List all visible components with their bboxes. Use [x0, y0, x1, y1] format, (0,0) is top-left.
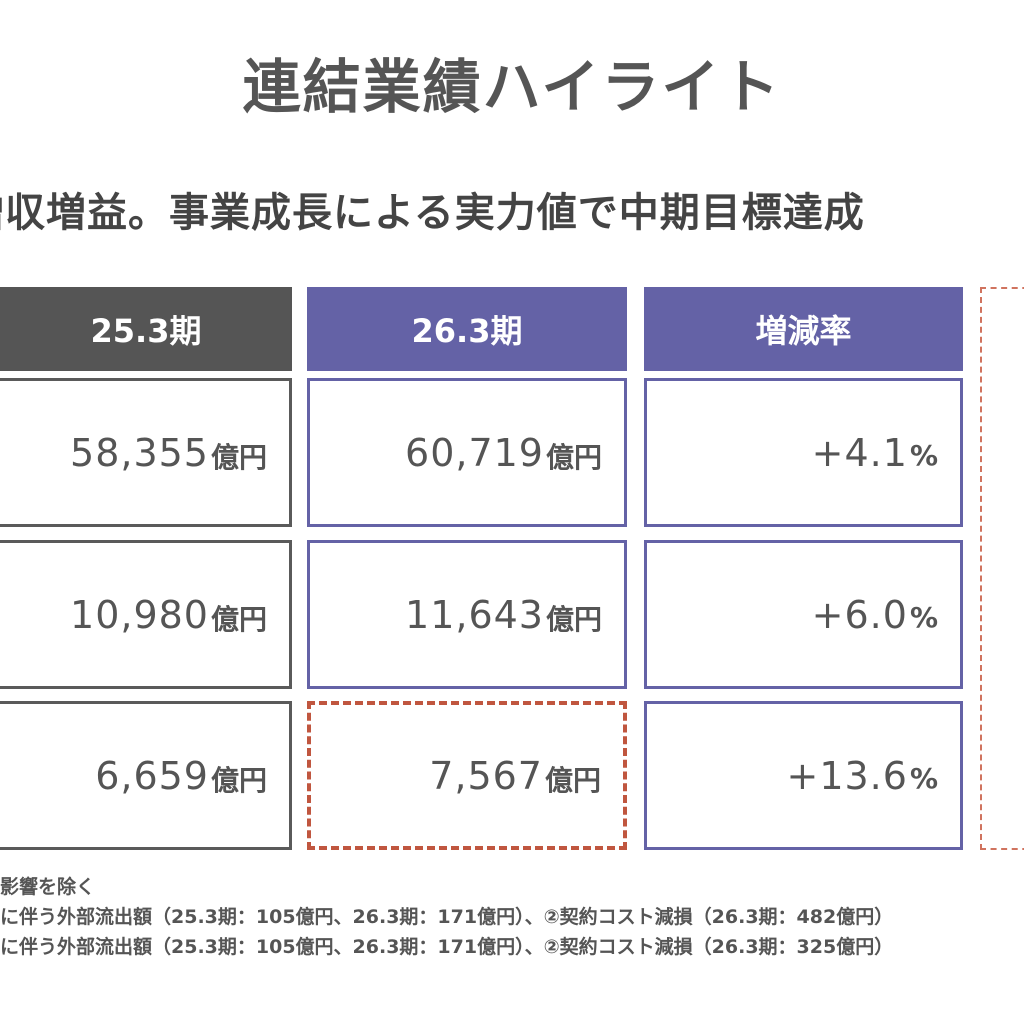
- footnote-3: に伴う外部流出額（25.3期：105億円、26.3期：171億円）、②契約コスト…: [0, 936, 894, 958]
- cell-curr-row3-highlighted: 7,567 億円: [307, 701, 627, 850]
- footnote-1: 影響を除く: [0, 876, 96, 898]
- header-prev-period: 25.3期: [0, 287, 292, 371]
- cell-curr-row1: 60,719 億円: [307, 378, 627, 527]
- unit-label: 億円: [210, 763, 267, 797]
- percent-label: %: [909, 601, 938, 634]
- value: 60,719: [405, 430, 544, 475]
- value: +6.0: [811, 592, 908, 637]
- page-subtitle: 増収増益。事業成長による実力値で中期目標達成: [0, 190, 865, 236]
- value: 58,355: [70, 430, 209, 475]
- unit-label: 億円: [545, 602, 602, 636]
- value: 7,567: [429, 753, 543, 798]
- page-title: 連結業績ハイライト: [242, 53, 782, 121]
- percent-label: %: [909, 762, 938, 795]
- cell-change-row2: +6.0%: [644, 540, 963, 689]
- cell-prev-row3: 6,659 億円: [0, 701, 292, 850]
- value: +4.1: [811, 430, 908, 475]
- value: 11,643: [405, 592, 544, 637]
- target-dashed-frame: [980, 287, 1024, 850]
- cell-prev-row2: 10,980 億円: [0, 540, 292, 689]
- cell-change-row3: +13.6%: [644, 701, 963, 850]
- unit-label: 億円: [210, 602, 267, 636]
- percent-label: %: [909, 439, 938, 472]
- cell-prev-row1: 58,355 億円: [0, 378, 292, 527]
- unit-label: 億円: [544, 763, 601, 797]
- footnotes: 影響を除く に伴う外部流出額（25.3期：105億円、26.3期：171億円）、…: [0, 872, 1024, 962]
- value: 10,980: [70, 592, 209, 637]
- unit-label: 億円: [545, 440, 602, 474]
- footnote-2: に伴う外部流出額（25.3期：105億円、26.3期：171億円）、②契約コスト…: [0, 906, 894, 928]
- header-curr-period: 26.3期: [307, 287, 627, 371]
- unit-label: 億円: [210, 440, 267, 474]
- cell-change-row1: +4.1%: [644, 378, 963, 527]
- value: 6,659: [95, 753, 209, 798]
- value: +13.6: [786, 753, 908, 798]
- header-change-rate: 増減率: [644, 287, 963, 371]
- cell-curr-row2: 11,643 億円: [307, 540, 627, 689]
